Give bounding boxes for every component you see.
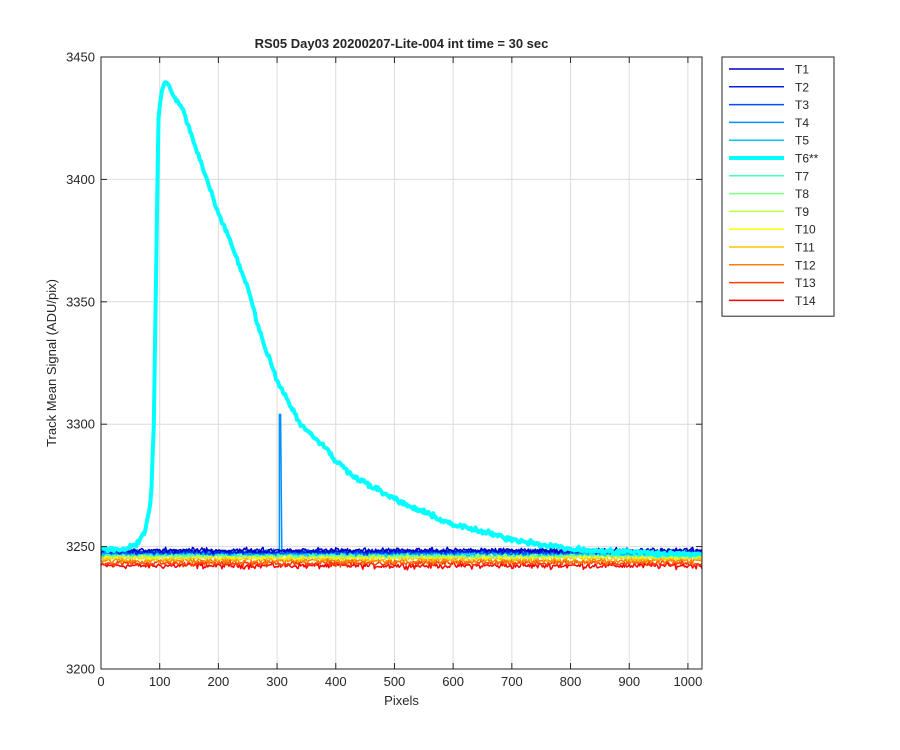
y-axis: 3200 3250 3300 3350 3400 3450 bbox=[66, 50, 702, 677]
series-layer bbox=[99, 80, 703, 571]
x-tick-label: 900 bbox=[618, 674, 640, 689]
y-axis-label: Track Mean Signal (ADU/pix) bbox=[44, 279, 59, 447]
x-axis: 0 100 200 300 400 500 600 700 800 900 1000 bbox=[97, 57, 702, 689]
legend-label: T1 bbox=[795, 63, 809, 77]
x-tick-label: 500 bbox=[384, 674, 406, 689]
x-tick-label: 300 bbox=[266, 674, 288, 689]
legend-label: T9 bbox=[795, 205, 809, 219]
y-tick-label: 3300 bbox=[66, 417, 95, 432]
x-tick-label: 200 bbox=[208, 674, 230, 689]
legend-label: T14 bbox=[795, 294, 816, 308]
legend-label: T4 bbox=[795, 116, 809, 130]
y-tick-label: 3200 bbox=[66, 662, 95, 677]
series-line-t6 bbox=[99, 80, 703, 558]
x-tick-label: 600 bbox=[442, 674, 464, 689]
legend-label: T6** bbox=[795, 152, 819, 166]
y-tick-label: 3350 bbox=[66, 294, 95, 309]
legend-label: T13 bbox=[795, 276, 816, 290]
legend-label: T12 bbox=[795, 258, 816, 272]
plot-area: 0 100 200 300 400 500 600 700 800 900 1000 3200 325… bbox=[66, 50, 703, 689]
x-tick-label: 1000 bbox=[673, 674, 702, 689]
legend-label: T11 bbox=[795, 241, 815, 255]
x-tick-label: 400 bbox=[325, 674, 347, 689]
plot-frame bbox=[100, 56, 703, 670]
x-tick-label: 100 bbox=[149, 674, 171, 689]
legend-label: T8 bbox=[795, 187, 809, 201]
x-tick-label: 0 bbox=[97, 674, 104, 689]
legend-label: T5 bbox=[795, 134, 809, 148]
y-tick-label: 3400 bbox=[66, 172, 95, 187]
x-axis-label: Pixels bbox=[384, 693, 419, 708]
legend: T1 T2 T3 T4 T5 T6** T7 T8 T9 T10 T11 T12 T13 T14 bbox=[721, 56, 835, 317]
legend-box bbox=[721, 56, 835, 317]
chart-title: RS05 Day03 20200207-Lite-004 int time = … bbox=[255, 36, 549, 51]
legend-label: T3 bbox=[795, 98, 809, 112]
x-tick-label: 700 bbox=[501, 674, 523, 689]
y-tick-label: 3450 bbox=[66, 50, 95, 65]
series-line-t12 bbox=[100, 556, 703, 566]
x-tick-label: 800 bbox=[560, 674, 582, 689]
plot-background bbox=[101, 57, 702, 669]
legend-label: T10 bbox=[795, 223, 816, 237]
y-tick-label: 3250 bbox=[66, 539, 95, 554]
legend-label: T2 bbox=[795, 80, 809, 94]
legend-label: T7 bbox=[795, 169, 809, 183]
